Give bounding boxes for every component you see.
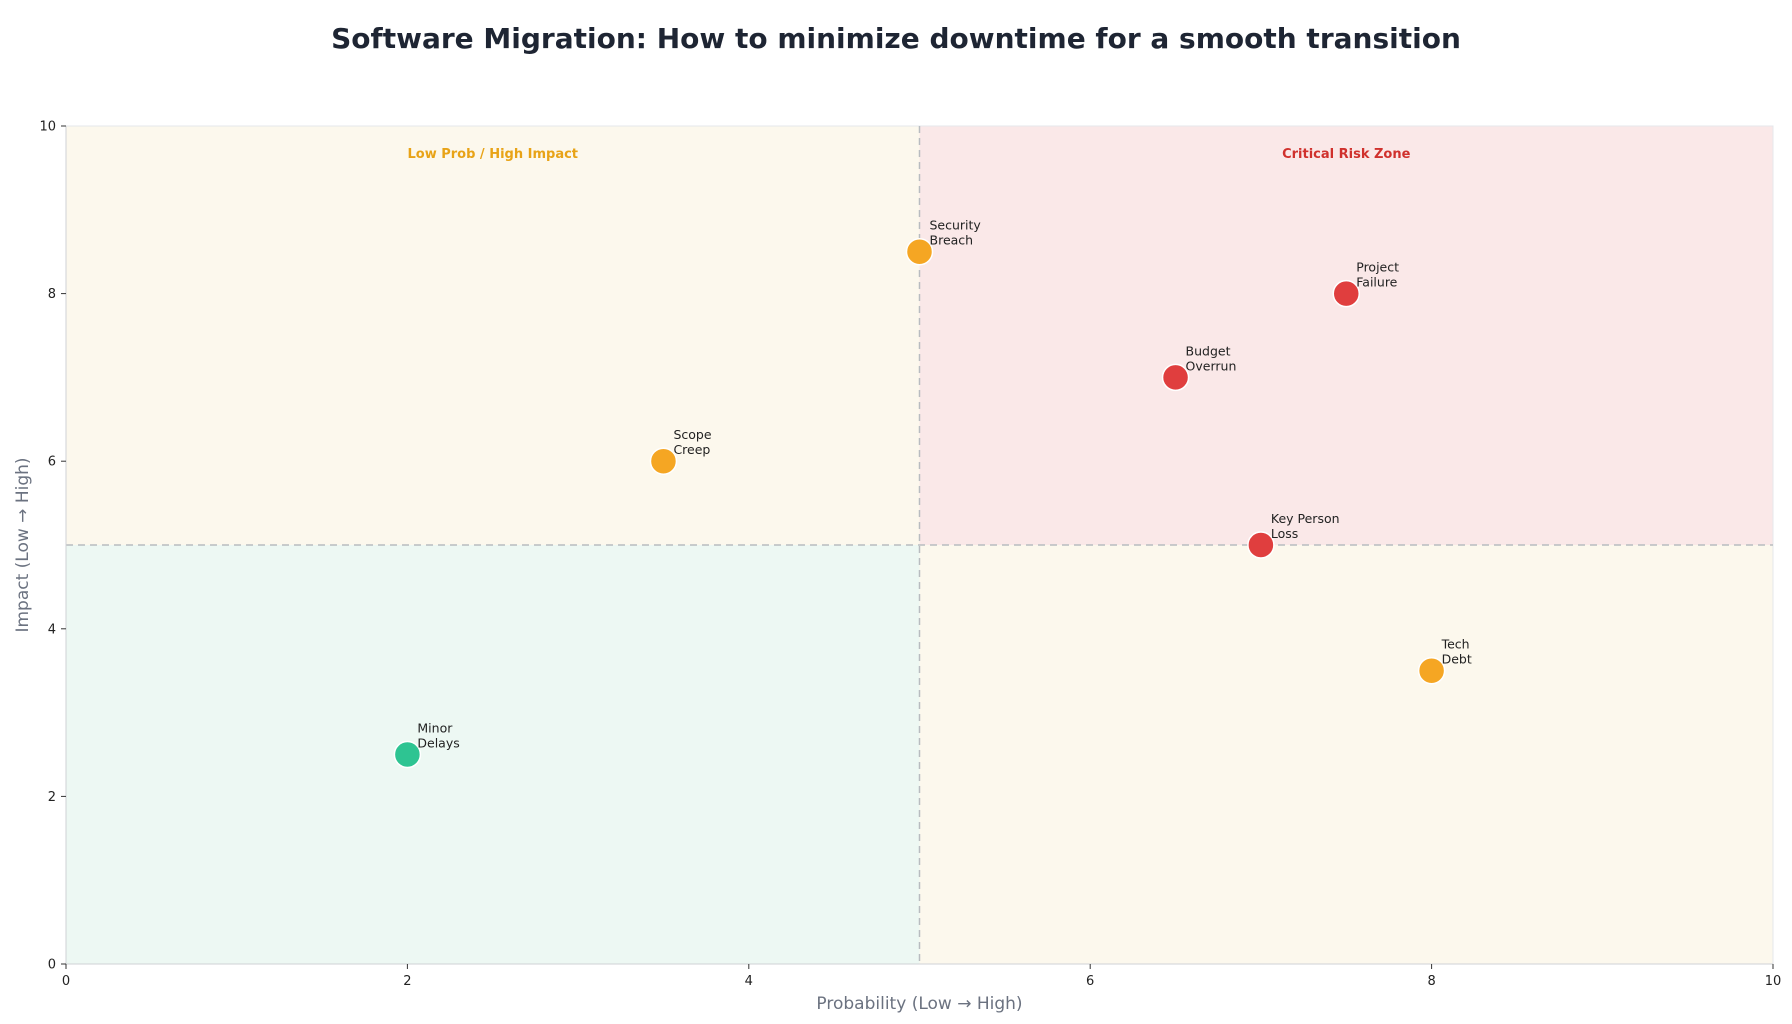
risk-point-label: Scope Creep <box>673 427 711 457</box>
x-tick-label: 2 <box>403 974 411 989</box>
y-axis-label: Impact (Low → High) <box>13 457 33 632</box>
risk-point-label-line: Budget <box>1186 343 1231 358</box>
risk-point-label-line: Key Person <box>1271 511 1340 526</box>
risk-point <box>393 740 422 769</box>
quadrant-label-high-high: Critical Risk Zone <box>1282 147 1411 162</box>
x-tick-label: 4 <box>745 974 753 989</box>
risk-point-label-line: Failure <box>1356 275 1397 290</box>
risk-point-label: Tech Debt <box>1441 637 1472 667</box>
risk-point-label-line: Loss <box>1271 526 1298 541</box>
y-tick-label: 10 <box>39 120 56 135</box>
risk-point <box>1161 363 1190 392</box>
risk-point-label: Key Person Loss <box>1271 511 1340 541</box>
x-tick-label: 6 <box>1086 974 1094 989</box>
risk-point-label: Budget Overrun <box>1186 343 1237 373</box>
y-tick-label: 6 <box>48 455 56 470</box>
x-tick-label: 8 <box>1427 974 1435 989</box>
risk-point-label: Security Breach <box>930 218 982 248</box>
y-tick-label: 4 <box>48 622 56 637</box>
risk-point-label: Minor Delays <box>417 721 459 751</box>
quadrant-label-low-high: Low Prob / High Impact <box>407 147 578 162</box>
x-tick-label: 10 <box>1765 974 1782 989</box>
quadrant-low-low <box>66 545 920 964</box>
risk-point-label-line: Overrun <box>1186 358 1237 373</box>
quadrant-low-high <box>66 126 920 545</box>
risk-point-label: Project Failure <box>1356 260 1399 290</box>
risk-point <box>905 237 934 266</box>
risk-point-label-line: Creep <box>673 442 710 457</box>
risk-point <box>1417 656 1446 685</box>
y-tick-label: 2 <box>48 790 56 805</box>
risk-point-label-line: Scope <box>673 427 711 442</box>
risk-point-label-line: Debt <box>1442 652 1472 667</box>
risk-point-label-line: Project <box>1356 260 1399 275</box>
risk-point <box>1247 531 1275 559</box>
risk-point <box>649 447 678 475</box>
x-axis-label: Probability (Low → High) <box>816 994 1022 1014</box>
risk-point <box>1332 279 1360 308</box>
risk-point-label-line: Breach <box>930 233 974 248</box>
risk-point-label-line: Tech <box>1441 637 1470 652</box>
quadrant-high-high <box>919 126 1773 545</box>
risk-point-label-line: Delays <box>417 736 459 751</box>
risk-point-label-line: Minor <box>417 721 453 736</box>
y-tick-label: 8 <box>48 287 56 302</box>
chart-title: Software Migration: How to minimize down… <box>331 22 1461 55</box>
quadrant-high-low <box>919 545 1773 964</box>
x-tick-label: 0 <box>62 974 70 989</box>
risk-point-label-line: Security <box>930 218 982 233</box>
y-tick-label: 0 <box>48 958 56 973</box>
